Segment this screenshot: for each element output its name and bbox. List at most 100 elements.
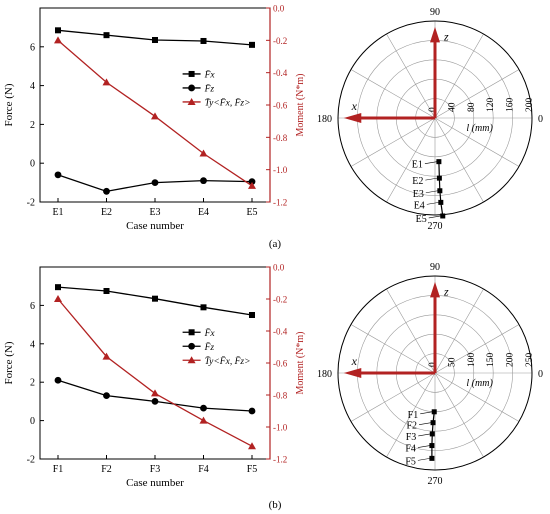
b-polar-point-label: F3	[406, 432, 417, 443]
a-line-y2tick-label: -0.8	[273, 133, 288, 143]
b-polar-spoke	[434, 372, 520, 422]
a-polar-trajectory-point	[436, 159, 442, 165]
a-line-legend-marker-0	[188, 70, 195, 77]
b-line-legend-label-0: F̄x	[204, 327, 216, 338]
a-line-legend-label-1: F̄z	[204, 83, 215, 94]
b-line-series-2-point	[248, 442, 256, 450]
a-polar-spoke	[386, 117, 436, 203]
b-line-xtick-label: F1	[53, 464, 64, 475]
b-line-series-0-point	[200, 304, 207, 311]
a-polar-rtick-label: 80	[467, 102, 477, 112]
a-polar-angle-label: 90	[430, 7, 440, 18]
a-line-ytick-label: 4	[30, 81, 35, 92]
caption-b: (b)	[269, 499, 282, 511]
b-line-y2tick-label: -1.2	[273, 455, 287, 465]
a-line-ytick-label: 2	[30, 120, 35, 131]
a-line-y2tick-label: -0.2	[273, 36, 287, 46]
a-line-y2tick-label: -1.0	[273, 165, 288, 175]
b-polar-trajectory-point	[429, 443, 435, 449]
a-line-xtick-label: E1	[52, 207, 63, 218]
b-polar-zb-label: z	[443, 284, 449, 298]
b-polar-point-leader	[417, 458, 430, 461]
b-polar-angle-label: 180	[317, 369, 332, 380]
b-line-ytick-label: 4	[30, 339, 35, 350]
b-polar-spoke	[434, 324, 520, 374]
b-line-legend-marker-1	[188, 342, 196, 350]
a-polar-xb-label: x	[351, 99, 358, 113]
a-polar-trajectory-point	[437, 188, 443, 194]
a-polar-rtick-label: 120	[486, 98, 496, 113]
a-polar-outer-ring	[337, 20, 533, 216]
b-line-xtick-label: F3	[150, 464, 161, 475]
b-polar-point-leader	[417, 445, 430, 448]
a-polar-point-label: E2	[412, 176, 423, 187]
a-polar-rtick-label: 40	[447, 102, 457, 112]
a-polar-point-leader	[425, 190, 438, 194]
b-line-ytick-label: 0	[30, 416, 35, 427]
b-line-xlabel: Case number	[126, 477, 184, 489]
a-line-y2tick-label: -1.2	[273, 198, 287, 208]
b-polar-point-label: F1	[408, 410, 419, 421]
a-polar-point-label: E1	[412, 160, 423, 171]
a-polar-spoke	[434, 69, 520, 119]
a-line-series-0-point	[249, 41, 255, 48]
b-line-ytick-label: 6	[30, 301, 35, 312]
b-line-series-2-line	[57, 298, 253, 447]
a-polar-point-leader	[428, 215, 441, 219]
b-line-series-2-point	[54, 295, 62, 302]
a-line-legend-marker-2	[187, 97, 196, 105]
b-polar-point-leader	[419, 422, 432, 425]
a-polar-spoke	[434, 117, 520, 167]
b-line-ytick-label: 2	[30, 378, 35, 389]
a-line-series-2-point	[151, 112, 159, 120]
b-line-y2tick-label: -0.6	[273, 359, 288, 369]
a-line-legend-marker-1	[188, 84, 196, 92]
a-line-series-1-point	[151, 179, 159, 187]
a-polar-angle-label: 0	[538, 114, 543, 125]
b-polar-angle-label: 270	[428, 476, 443, 487]
b-polar-spoke	[350, 372, 436, 422]
b-line-series-2-point	[151, 389, 159, 397]
b-polar-spoke	[434, 288, 484, 374]
b-line-series-0-point	[55, 284, 61, 291]
a-line-series-0-point	[152, 37, 158, 44]
b-line-series-1-point	[151, 398, 159, 405]
a-line-series-0-point	[55, 27, 61, 34]
a-polar-spoke	[350, 69, 436, 119]
b-polar-outer-ring	[337, 275, 533, 471]
b-polar-spoke	[386, 288, 436, 374]
a-line-series-2-point	[199, 149, 208, 157]
a-line-series-1-point	[248, 178, 256, 186]
a-line-ytick-label: 0	[30, 159, 35, 170]
b-polar-spoke	[386, 372, 436, 458]
a-line-xlabel: Case number	[126, 220, 184, 232]
a-line-xtick-label: E5	[246, 207, 257, 218]
b-line-y2tick-label: -0.8	[273, 391, 288, 401]
b-line-series-1-point	[200, 404, 207, 412]
b-polar-point-leader	[418, 433, 431, 437]
panel-b-line-chart: -2 0 2 4 6 -1.2 -1.0 -0.8 -0.6 -0.4 -0.2 0.0 F1 F2 F3 F…	[3, 263, 306, 490]
a-polar-spoke	[434, 33, 484, 119]
b-polar-rtick-label: 0	[428, 362, 438, 367]
b-line-series-1-point	[54, 376, 62, 384]
a-line-xtick-label: E4	[198, 207, 209, 218]
b-line-series-0-point	[152, 295, 158, 302]
b-polar-zb-arrowhead	[430, 281, 440, 298]
b-polar-trajectory-point	[429, 455, 435, 461]
a-polar-point-label: E5	[416, 214, 427, 225]
a-polar-spoke	[386, 33, 436, 119]
a-polar-spoke	[350, 117, 436, 167]
b-polar-point-label: F5	[405, 456, 416, 467]
a-line-series-2-point	[102, 78, 111, 86]
a-polar-point-label: E3	[413, 189, 424, 200]
a-polar-trajectory-point	[440, 213, 446, 219]
a-line-legend-label-0: F̄x	[204, 69, 216, 80]
b-polar-trajectory-point	[431, 409, 437, 415]
a-line-ytick-label: -2	[27, 198, 35, 209]
a-line-series-0-point	[103, 32, 110, 39]
b-polar-point-label: F4	[405, 444, 416, 455]
b-polar-rlabel: l (mm)	[466, 378, 493, 389]
a-line-series-0-point	[200, 37, 207, 44]
b-line-series-2-point	[199, 416, 208, 424]
